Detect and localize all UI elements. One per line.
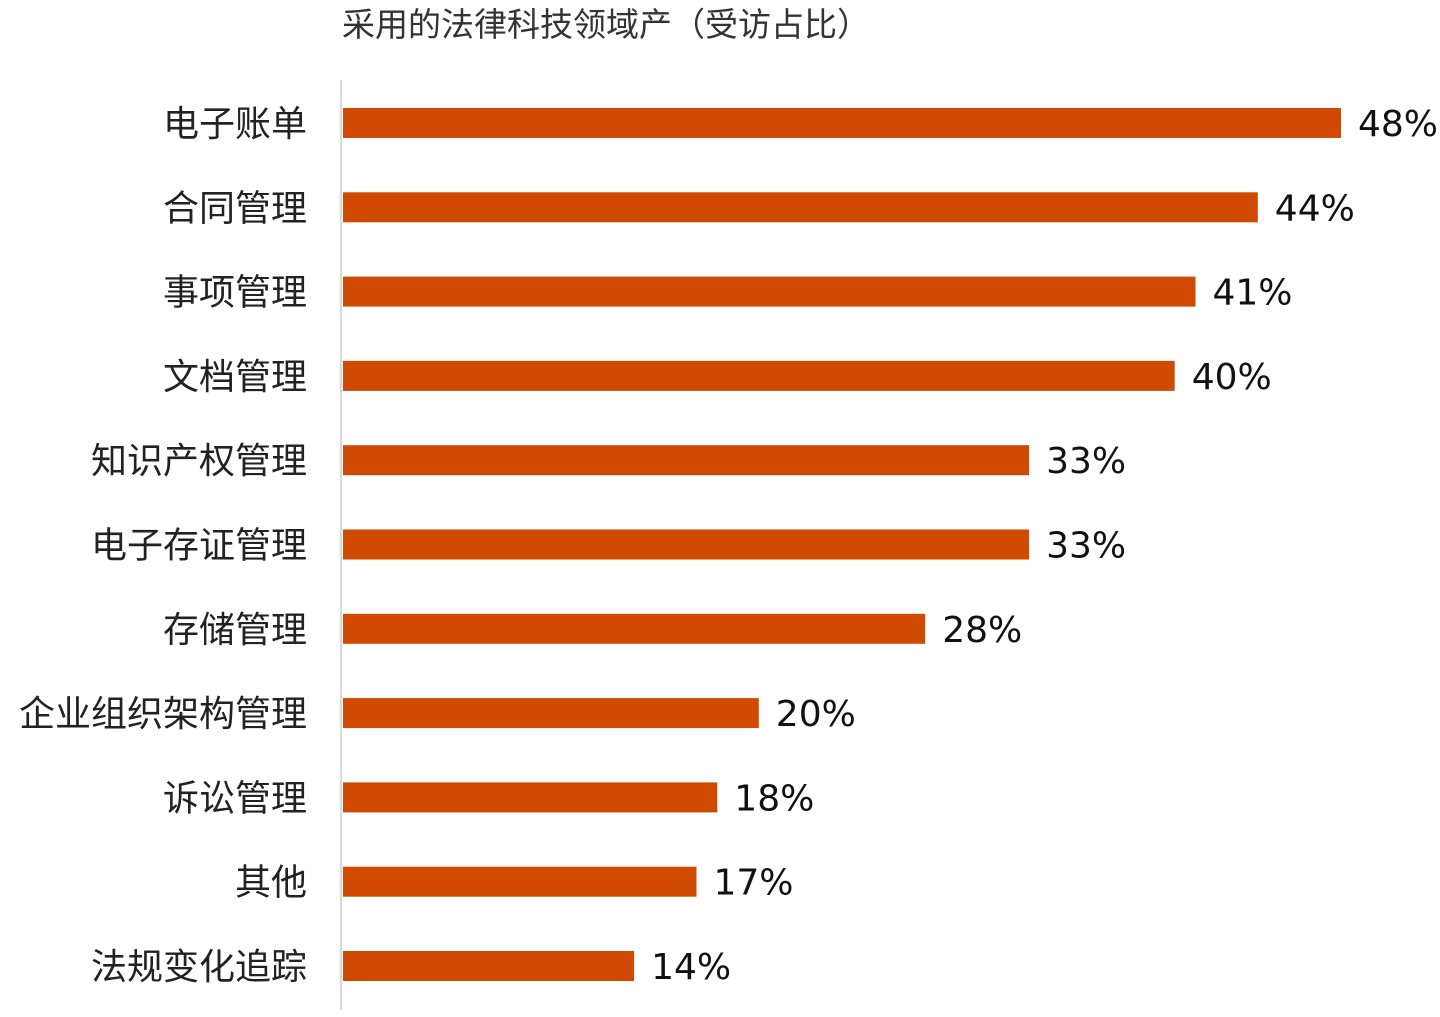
bar bbox=[343, 529, 1030, 560]
value-label: 18% bbox=[734, 778, 814, 819]
value-labels-group: 48% 44% 41% 40% 33% 33% 28% 20% 18% 17% 14% bbox=[651, 104, 1438, 988]
value-label: 44% bbox=[1275, 188, 1355, 229]
value-label: 48% bbox=[1358, 104, 1438, 145]
bar bbox=[343, 192, 1258, 223]
category-label: 合同管理 bbox=[163, 188, 307, 229]
bars-group bbox=[343, 108, 1341, 981]
value-label: 14% bbox=[651, 947, 731, 988]
bar bbox=[343, 108, 1341, 138]
category-label: 法规变化追踪 bbox=[91, 947, 307, 988]
bar bbox=[343, 360, 1175, 391]
value-label: 33% bbox=[1046, 441, 1126, 482]
bar bbox=[343, 951, 635, 981]
category-label: 存储管理 bbox=[163, 610, 307, 651]
category-label: 诉讼管理 bbox=[163, 778, 307, 819]
value-label: 28% bbox=[942, 610, 1022, 651]
category-label: 电子账单 bbox=[163, 104, 307, 145]
bar bbox=[343, 276, 1196, 307]
value-label: 20% bbox=[776, 694, 856, 735]
value-label: 40% bbox=[1192, 357, 1272, 398]
chart-title: 采用的法律科技领域产（受访占比） bbox=[342, 5, 870, 44]
value-label: 33% bbox=[1046, 526, 1126, 567]
bar bbox=[343, 698, 759, 729]
category-label: 知识产权管理 bbox=[91, 441, 307, 482]
category-labels-group: 电子账单合同管理事项管理文档管理知识产权管理电子存证管理存储管理企业组织架构管理… bbox=[19, 104, 307, 988]
bar bbox=[343, 613, 926, 644]
category-label: 企业组织架构管理 bbox=[19, 694, 307, 735]
bar bbox=[343, 866, 697, 897]
category-label: 事项管理 bbox=[163, 273, 307, 314]
category-label: 电子存证管理 bbox=[91, 526, 307, 567]
value-label: 17% bbox=[714, 863, 794, 904]
bar bbox=[343, 445, 1030, 476]
category-label: 其他 bbox=[235, 863, 307, 904]
bar bbox=[343, 782, 718, 813]
value-label: 41% bbox=[1213, 273, 1293, 314]
category-label: 文档管理 bbox=[163, 357, 307, 398]
